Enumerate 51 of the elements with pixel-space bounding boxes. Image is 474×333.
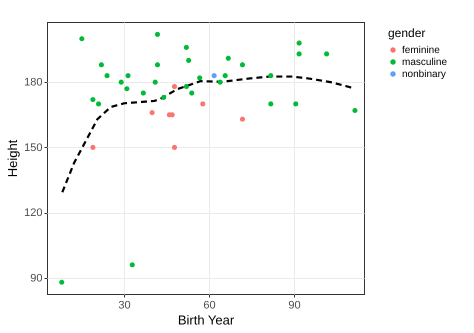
point [197, 75, 202, 80]
point [200, 101, 206, 107]
x-axis-title: Birth Year [178, 312, 235, 328]
point [96, 101, 102, 107]
point [296, 51, 302, 57]
point [226, 56, 231, 61]
legend-label: nonbinary [402, 69, 446, 80]
y-tick-label: 90 [30, 272, 42, 284]
point [104, 73, 110, 78]
x-tick-label: 90 [288, 300, 301, 312]
point [268, 73, 274, 78]
point [140, 90, 146, 96]
point [172, 144, 178, 150]
point [293, 101, 298, 107]
point [130, 262, 135, 268]
point [296, 40, 302, 46]
y-tick-label: 180 [24, 76, 42, 89]
y-axis-title: Height [5, 139, 20, 178]
point [154, 62, 160, 68]
point [212, 73, 217, 78]
x-tick-label: 30 [118, 300, 131, 312]
point [161, 94, 166, 100]
y-tick-label: 150 [24, 142, 42, 154]
point [184, 84, 189, 90]
point [90, 144, 96, 150]
point [59, 280, 64, 285]
point [324, 51, 330, 57]
point [184, 44, 189, 50]
point [150, 110, 155, 116]
point [98, 62, 104, 68]
x-tick-label: 60 [203, 300, 216, 312]
point [172, 84, 178, 90]
point [124, 86, 130, 92]
point [352, 108, 358, 114]
point [240, 116, 246, 122]
point [268, 101, 274, 107]
point [186, 58, 192, 64]
point [152, 80, 158, 85]
point [118, 80, 124, 85]
point [125, 73, 131, 78]
legend-label: feminine [402, 45, 440, 56]
point [90, 97, 96, 102]
point [189, 90, 194, 96]
legend-label: masculine [402, 57, 448, 68]
point [79, 36, 84, 42]
y-tick-label: 120 [24, 207, 42, 220]
point [240, 62, 246, 68]
point [222, 73, 228, 78]
point [154, 32, 160, 37]
point [218, 80, 223, 85]
legend-title: gender [388, 26, 426, 40]
